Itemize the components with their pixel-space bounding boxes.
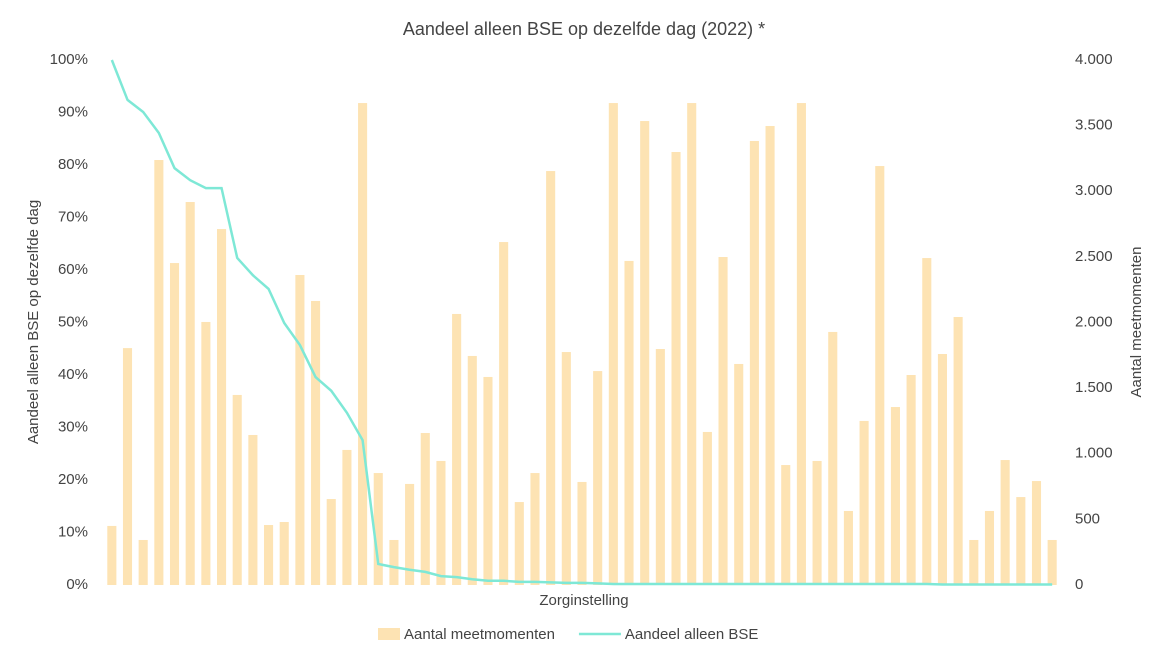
chart-title: Aandeel alleen BSE op dezelfde dag (2022… [403, 19, 765, 39]
bar [687, 103, 697, 586]
bar [201, 321, 211, 585]
y2-tick-label: 500 [1075, 510, 1100, 527]
bar [420, 433, 430, 585]
y-tick-label: 10% [58, 523, 88, 540]
bar [953, 316, 963, 585]
bar [405, 483, 415, 585]
bar [342, 449, 352, 585]
y2-tick-label: 0 [1075, 576, 1083, 593]
bar [514, 502, 524, 585]
legend-swatch [378, 628, 400, 640]
bar [828, 331, 838, 585]
bar [640, 121, 650, 585]
bar [389, 539, 399, 585]
y-tick-label: 80% [58, 156, 88, 173]
bar [499, 242, 509, 585]
bar [561, 352, 571, 585]
bar [875, 166, 885, 586]
bar [1031, 481, 1042, 585]
bar [671, 152, 681, 585]
bar [1016, 497, 1026, 585]
bar [1000, 460, 1010, 585]
legend-label: Aandeel alleen BSE [625, 626, 758, 643]
bar [264, 525, 274, 585]
bar [906, 375, 916, 585]
bar [577, 481, 587, 585]
bar [624, 260, 634, 585]
bar [749, 140, 759, 585]
y2-axis-label: Aantal meetmomenten [1128, 247, 1145, 398]
bar [248, 434, 258, 585]
bar [922, 258, 932, 585]
y-tick-label: 30% [58, 418, 88, 435]
y2-tick-label: 2.000 [1075, 313, 1113, 330]
bar [890, 407, 900, 585]
bar [718, 257, 728, 585]
bar [984, 510, 995, 585]
legend-label: Aantal meetmomenten [404, 626, 555, 643]
y2-tick-label: 3.500 [1075, 117, 1113, 134]
y-tick-label: 20% [58, 471, 88, 488]
bar [765, 126, 775, 586]
bar [781, 465, 791, 585]
y-tick-label: 60% [58, 261, 88, 278]
y-tick-label: 90% [58, 103, 88, 120]
bar [358, 103, 368, 586]
bar [279, 522, 289, 585]
bar [812, 460, 822, 585]
y2-tick-label: 1.500 [1075, 379, 1113, 396]
y2-tick-label: 4.000 [1075, 51, 1113, 68]
bar [216, 229, 227, 586]
bar [232, 394, 242, 585]
bar [969, 539, 979, 585]
y2-tick-label: 1.000 [1075, 445, 1113, 462]
bar [373, 473, 383, 585]
bar [608, 103, 618, 586]
y-axis-label: Aandeel alleen BSE op dezelfde dag [25, 200, 42, 444]
bar [452, 313, 462, 585]
line [110, 59, 1053, 586]
bar [593, 371, 603, 585]
bar [122, 348, 133, 585]
bar [295, 274, 305, 585]
bar [326, 499, 336, 585]
bar [467, 355, 477, 585]
bar [655, 349, 665, 585]
bar [702, 431, 712, 585]
bar [859, 420, 869, 585]
y-tick-label: 100% [50, 51, 88, 68]
y-tick-label: 50% [58, 313, 88, 330]
bar [796, 103, 806, 586]
bar [138, 539, 148, 585]
bar [734, 363, 744, 585]
y-tick-label: 70% [58, 208, 88, 225]
y-tick-label: 40% [58, 366, 88, 383]
y2-tick-label: 3.000 [1075, 182, 1113, 199]
y-tick-label: 0% [66, 576, 88, 593]
x-axis-label: Zorginstelling [539, 592, 628, 609]
bar [1047, 539, 1057, 585]
bar [107, 525, 117, 585]
bar [311, 300, 321, 585]
bar [937, 354, 948, 585]
bar [154, 160, 164, 585]
bar [530, 473, 540, 585]
bar [436, 460, 446, 585]
bar [185, 202, 195, 585]
bar [169, 263, 180, 585]
bar [483, 376, 493, 585]
y2-tick-label: 2.500 [1075, 248, 1113, 265]
bar [546, 171, 556, 585]
bar [843, 510, 853, 585]
